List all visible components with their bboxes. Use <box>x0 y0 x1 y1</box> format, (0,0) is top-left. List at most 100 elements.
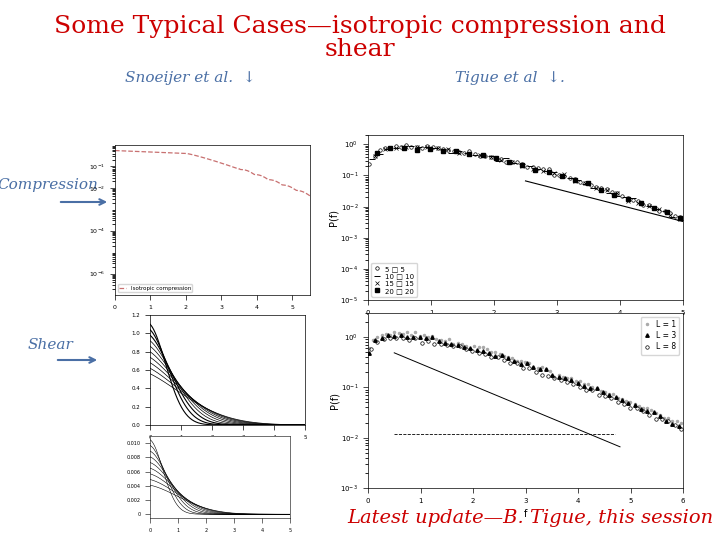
L = 8 <box>443 342 451 349</box>
L = 3 <box>655 413 664 420</box>
X-axis label: f: f <box>211 315 214 325</box>
L = 8 <box>512 360 521 367</box>
L = 3 <box>453 342 462 348</box>
L = 8 <box>506 360 515 366</box>
L = 8 <box>613 399 622 406</box>
10 □ 10 <box>676 217 685 224</box>
L = 3 <box>485 350 493 357</box>
L = 8 <box>664 418 672 424</box>
L = 8 <box>455 343 464 349</box>
L = 8 <box>569 381 577 387</box>
20 □ 20 <box>465 151 474 157</box>
L = 3 <box>611 394 620 401</box>
L = 3 <box>516 361 525 367</box>
5 □ 5 <box>365 161 374 167</box>
15 □ 15 <box>602 187 611 193</box>
20 □ 20 <box>597 186 606 193</box>
10 □ 10 <box>423 143 431 150</box>
20 □ 20 <box>399 145 408 151</box>
10 □ 10 <box>636 199 645 206</box>
L = 3 <box>498 352 506 359</box>
Text: Compression: Compression <box>0 178 99 192</box>
20 □ 20 <box>649 204 658 211</box>
L = 8 <box>430 341 438 347</box>
L = 3 <box>662 417 670 424</box>
L = 8 <box>386 335 395 341</box>
L = 1 <box>390 329 399 335</box>
L = 3 <box>447 341 456 347</box>
15 □ 15 <box>613 190 621 196</box>
L = 3 <box>675 423 683 429</box>
L = 3 <box>459 344 468 350</box>
L = 3 <box>624 400 633 406</box>
L = 3 <box>548 372 557 378</box>
L = 8 <box>639 408 647 414</box>
X-axis label: f: f <box>524 321 527 331</box>
20 □ 20 <box>624 196 632 202</box>
15 □ 15 <box>549 170 558 176</box>
L = 8 <box>544 373 552 380</box>
15 □ 15 <box>433 145 442 152</box>
L = 8 <box>607 395 616 401</box>
L = 3 <box>554 373 563 380</box>
10 □ 10 <box>541 167 550 174</box>
L = 8 <box>366 346 375 352</box>
15 □ 15 <box>665 212 674 219</box>
L = 3 <box>434 338 443 344</box>
L = 8 <box>588 387 597 393</box>
10 □ 10 <box>526 163 534 170</box>
L = 3 <box>573 380 582 387</box>
10 □ 10 <box>438 146 447 152</box>
L = 8 <box>392 335 401 341</box>
Line: 5 □ 5: 5 □ 5 <box>367 144 682 219</box>
10 □ 10 <box>549 169 558 176</box>
10 □ 10 <box>644 203 653 210</box>
10 □ 10 <box>597 187 606 193</box>
L = 1 <box>626 399 634 405</box>
L = 3 <box>365 350 374 356</box>
Text: Shear: Shear <box>27 338 73 352</box>
L = 3 <box>523 360 531 367</box>
L = 8 <box>632 405 641 411</box>
L = 8 <box>531 369 540 375</box>
15 □ 15 <box>539 167 548 174</box>
L = 8 <box>677 426 685 432</box>
L = 8 <box>600 393 609 399</box>
L = 8 <box>474 349 483 356</box>
Line: 15 □ 15: 15 □ 15 <box>372 145 683 221</box>
15 □ 15 <box>444 146 453 152</box>
20 □ 20 <box>584 180 593 187</box>
L = 3 <box>643 408 652 414</box>
10 □ 10 <box>399 143 408 150</box>
10 □ 10 <box>621 194 629 201</box>
20 □ 20 <box>413 146 421 153</box>
L = 3 <box>472 346 481 353</box>
L = 8 <box>538 372 546 379</box>
L = 3 <box>536 366 544 372</box>
10 □ 10 <box>470 151 479 158</box>
20 □ 20 <box>373 150 382 157</box>
L = 1 <box>395 330 403 336</box>
Legend: Isotropic compression: Isotropic compression <box>118 284 192 292</box>
Line: 10 □ 10: 10 □ 10 <box>369 143 683 224</box>
L = 8 <box>449 343 458 349</box>
10 □ 10 <box>446 150 455 156</box>
20 □ 20 <box>570 177 579 183</box>
10 □ 10 <box>431 145 439 151</box>
L = 8 <box>398 334 407 341</box>
L = 3 <box>630 402 639 408</box>
15 □ 15 <box>676 216 685 222</box>
5 □ 5 <box>565 175 574 181</box>
15 □ 15 <box>486 154 495 161</box>
20 □ 20 <box>636 200 645 206</box>
L = 3 <box>384 332 392 338</box>
L = 3 <box>422 335 431 342</box>
20 □ 20 <box>610 191 618 198</box>
L = 3 <box>428 334 436 341</box>
L = 8 <box>645 411 654 418</box>
L = 8 <box>657 416 666 422</box>
15 □ 15 <box>581 180 590 186</box>
10 □ 10 <box>494 158 503 164</box>
L = 8 <box>424 338 433 344</box>
L = 8 <box>500 357 508 363</box>
